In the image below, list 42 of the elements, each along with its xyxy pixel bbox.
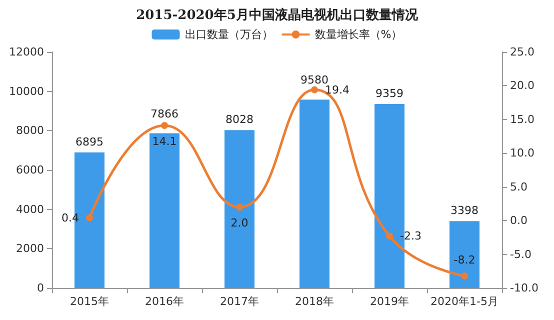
point [161,122,168,129]
y-tick-label: 2000 [16,242,44,256]
bar [224,130,254,288]
y-tick-label: 10000 [9,84,44,98]
x-tick-label: 2015年 [70,295,109,308]
bar [300,100,330,288]
bar [150,133,180,288]
y2-tick-label: -5.0 [510,248,532,261]
y2-tick-label: 5.0 [510,180,528,194]
y-tick-label: 8000 [16,124,44,138]
chart-title: 2015-2020年5月中国液晶电视机出口数量情况 [136,7,419,23]
data-label: 14.1 [152,134,177,148]
point [236,204,243,211]
y2-tick-label: 0.0 [510,214,528,228]
data-label: 8028 [226,113,254,126]
data-label: -8.2 [454,253,476,266]
x-tick-label: 2017年 [220,295,259,308]
y2-tick-label: 10.0 [510,146,534,160]
point [386,232,393,240]
y-tick-label: 0 [37,282,44,294]
point [461,272,468,280]
legend-label: 数量增长率（%） [314,28,402,41]
legend-label: 出口数量（万台） [184,28,273,41]
point [311,86,318,94]
y-tick-label: 6000 [16,164,44,176]
bar [450,221,480,288]
data-label: 7866 [150,107,178,120]
data-label: 6895 [76,135,104,148]
y-tick-label: 4000 [16,202,44,216]
y2-tick-label: 15.0 [510,112,534,126]
y2-tick-label: 25.0 [510,46,534,58]
x-tick-label: 2019年 [370,295,409,308]
y2-tick-label: -10.0 [510,282,538,294]
x-tick-label: 2020年1-5月 [430,295,498,308]
data-label: 9359 [376,86,404,100]
y-tick-label: 12000 [9,46,44,58]
data-label: 3398 [450,204,478,218]
point [86,214,93,222]
x-tick-label: 2016年 [145,295,184,308]
data-label: 2.0 [230,216,248,230]
y2-tick-label: 20.0 [510,79,534,92]
x-tick-label: 2018年 [295,295,334,308]
